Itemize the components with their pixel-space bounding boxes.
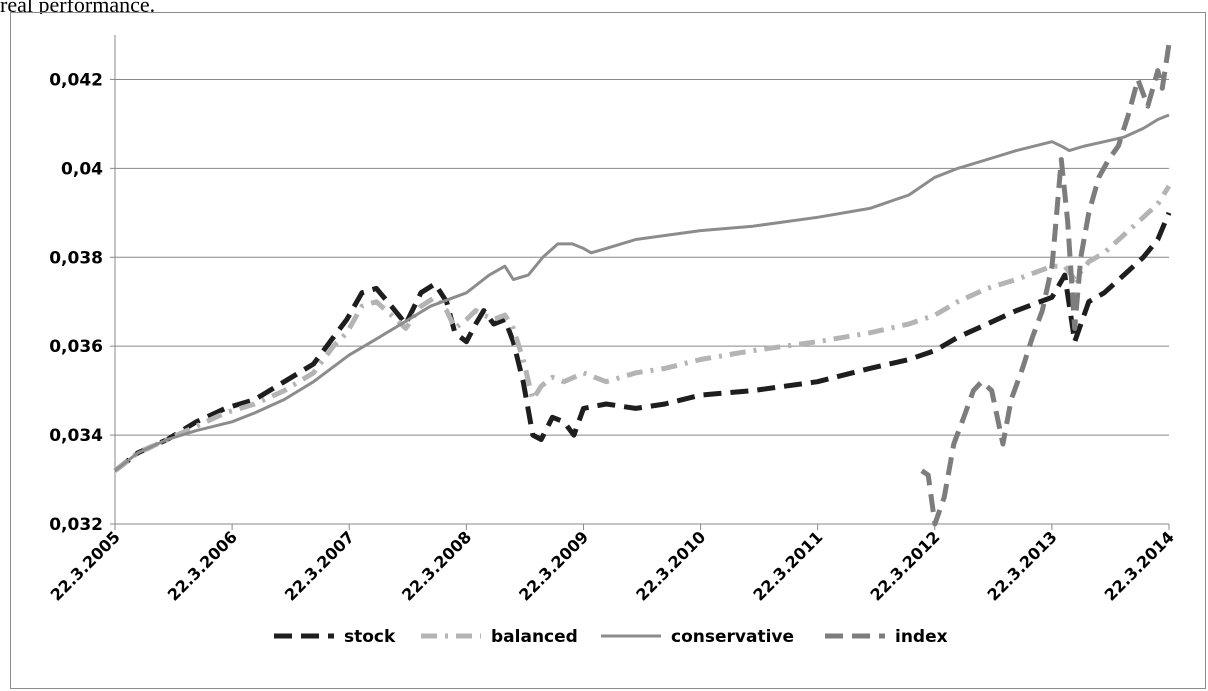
y-tick-label: 0,036 <box>49 337 103 357</box>
y-axis-tick-labels: 0,032 0,034 0,036 0,038 0,04 0,042 <box>49 70 103 535</box>
series-line-index <box>920 43 1172 527</box>
legend-label-balanced: balanced <box>491 627 578 647</box>
x-axis-tick-labels: 22.3.2005 22.3.2006 22.3.2007 22.3.2008 22.3… <box>47 527 1178 604</box>
series-line-stock <box>113 211 1172 473</box>
x-tick-label: 22.3.2005 <box>47 527 124 604</box>
x-tick-label: 22.3.2011 <box>749 527 826 604</box>
legend-label-conservative: conservative <box>671 627 794 647</box>
x-tick-label: 22.3.2006 <box>164 527 241 604</box>
legend-label-stock: stock <box>344 627 396 647</box>
y-tick-label: 0,04 <box>61 159 103 179</box>
x-tick-label: 22.3.2012 <box>866 527 943 604</box>
y-tick-label: 0,034 <box>49 426 103 446</box>
page-text-fragment: real performance. <box>0 0 156 14</box>
series-line-balanced <box>113 184 1172 473</box>
x-tick-label: 22.3.2010 <box>632 527 709 604</box>
y-tick-label: 0,032 <box>49 515 103 535</box>
x-tick-label: 22.3.2013 <box>984 527 1061 604</box>
x-tick-label: 22.3.2014 <box>1101 527 1178 604</box>
x-tick-label: 22.3.2008 <box>398 527 475 604</box>
x-tick-label: 22.3.2007 <box>281 527 358 604</box>
series-layer <box>113 43 1172 527</box>
chart-area: 0,032 0,034 0,036 0,038 0,04 0,042 22.3.2005 2… <box>10 12 1206 689</box>
x-tick-label: 22.3.2009 <box>515 527 592 604</box>
gridlines <box>115 78 1169 525</box>
y-tick-label: 0,038 <box>49 248 103 268</box>
y-tick-label: 0,042 <box>49 70 103 90</box>
legend: stock balanced conservative index <box>274 627 948 647</box>
legend-label-index: index <box>895 627 948 647</box>
series-line-conservative <box>114 113 1170 472</box>
